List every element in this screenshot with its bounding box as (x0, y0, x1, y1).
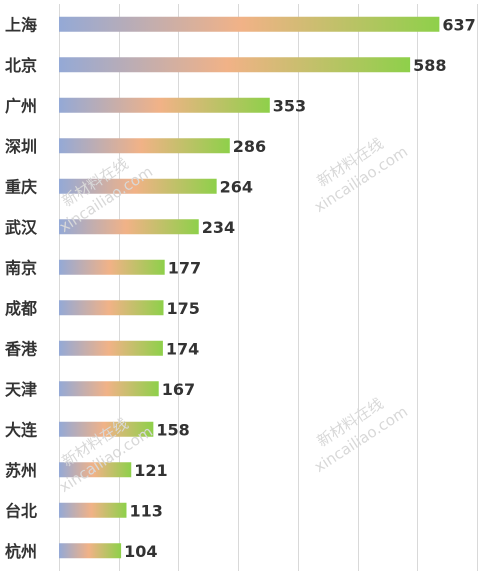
gridlines (59, 4, 478, 571)
value-label: 167 (162, 380, 195, 399)
value-label: 113 (129, 501, 162, 520)
category-label: 北京 (5, 56, 37, 75)
bars (59, 16, 440, 559)
category-label: 香港 (4, 339, 38, 358)
bar (59, 178, 217, 194)
value-label: 121 (134, 461, 167, 480)
value-label: 174 (166, 339, 199, 358)
bar (59, 543, 122, 559)
category-label: 重庆 (5, 177, 37, 196)
bar (59, 57, 411, 73)
bar (59, 381, 159, 397)
category-label: 上海 (5, 15, 37, 34)
bar (59, 421, 154, 437)
bar (59, 300, 164, 316)
category-label: 深圳 (5, 137, 37, 156)
bar (59, 138, 230, 154)
category-label: 武汉 (5, 218, 38, 237)
value-label: 637 (442, 15, 475, 34)
bar (59, 97, 270, 113)
value-label: 177 (168, 258, 201, 277)
bar (59, 340, 163, 356)
category-label: 台北 (5, 501, 37, 520)
value-label: 286 (233, 137, 266, 156)
bar (59, 219, 199, 235)
value-label: 104 (124, 542, 157, 561)
value-label: 158 (156, 420, 189, 439)
bar (59, 16, 440, 32)
category-label: 大连 (5, 420, 38, 439)
category-label: 苏州 (5, 461, 37, 480)
category-label: 广州 (5, 96, 37, 115)
category-label: 成都 (5, 299, 37, 318)
category-label: 南京 (5, 258, 37, 277)
value-label: 353 (273, 96, 306, 115)
category-label: 天津 (5, 380, 37, 399)
value-label: 588 (413, 56, 446, 75)
value-label: 234 (202, 218, 235, 237)
category-label: 杭州 (5, 542, 37, 561)
bar (59, 462, 132, 478)
value-labels: 637 588 353 286 264 234 177 175 174 167 158 121 113 1… (124, 15, 476, 561)
bar (59, 502, 127, 518)
value-label: 264 (220, 177, 253, 196)
bar (59, 259, 165, 275)
value-label: 175 (167, 299, 200, 318)
